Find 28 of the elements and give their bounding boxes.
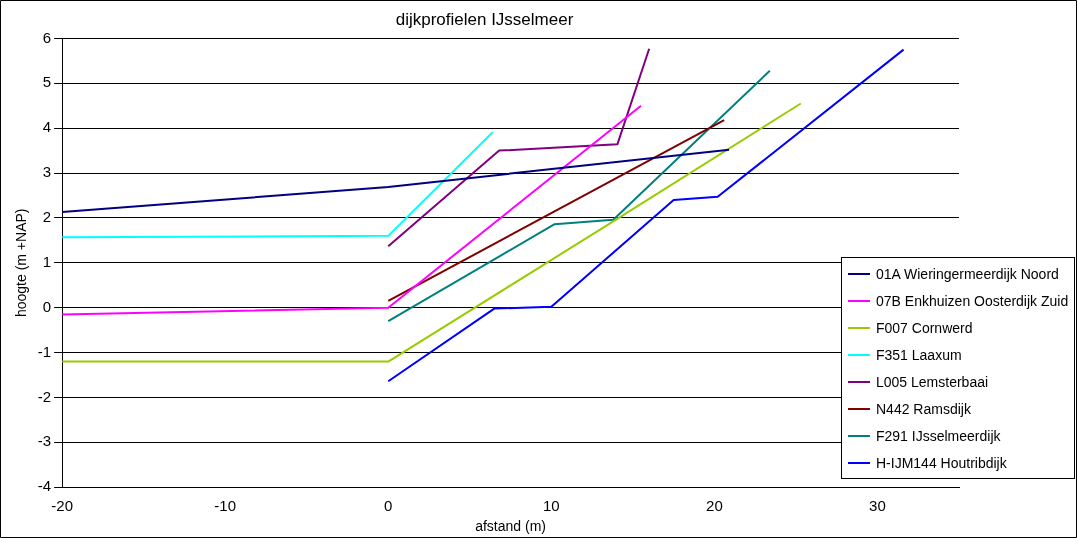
- x-axis-title: afstand (m): [475, 518, 546, 535]
- x-tick-label: 20: [706, 497, 723, 515]
- y-tick-label: 5: [42, 73, 52, 91]
- x-tick-label: 30: [869, 497, 886, 515]
- y-tick-label: 0: [42, 297, 52, 315]
- x-tick-label: 0: [384, 497, 393, 515]
- y-tick-label: 6: [42, 28, 52, 46]
- y-tick-label: -3: [37, 432, 52, 450]
- chart-title: dijkprofielen IJsselmeer: [395, 9, 574, 29]
- y-tick-label: 2: [42, 208, 52, 226]
- y-axis-title: hoogte (m +NAP): [13, 208, 30, 318]
- x-tick-label: -20: [51, 497, 73, 515]
- legend-label: L005 Lemsterbaai: [876, 373, 989, 390]
- legend-label: 01A Wieringermeerdijk Noord: [876, 265, 1059, 282]
- legend-label: F007 Cornwerd: [876, 319, 973, 336]
- x-tick-label: 10: [542, 497, 560, 515]
- x-tick-label: -10: [214, 497, 237, 515]
- legend-label: F291 IJsselmeerdijk: [876, 427, 1001, 444]
- y-tick-label: -4: [37, 477, 52, 495]
- y-tick-label: -1: [37, 342, 52, 360]
- legend-label: 07B Enkhuizen Oosterdijk Zuid: [876, 292, 1069, 309]
- legend-label: H-IJM144 Houtribdijk: [876, 454, 1007, 471]
- y-tick-label: 4: [42, 118, 52, 136]
- legend-label: N442 Ramsdijk: [876, 400, 971, 417]
- y-tick-label: 3: [42, 163, 52, 181]
- y-tick-label: 1: [42, 252, 52, 270]
- y-tick-label: -2: [37, 387, 52, 405]
- legend-label: F351 Laaxum: [876, 346, 962, 363]
